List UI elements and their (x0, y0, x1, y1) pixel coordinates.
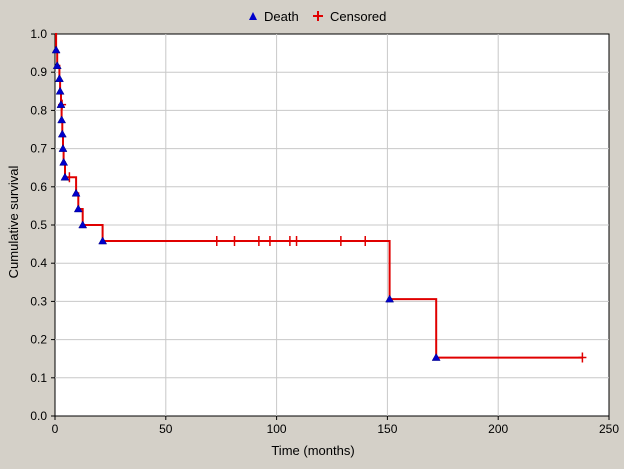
death-marker (55, 74, 64, 82)
death-marker (51, 45, 61, 54)
y-tick-label: 0.4 (30, 256, 47, 270)
x-tick-label: 50 (159, 422, 173, 436)
death-marker (78, 220, 88, 229)
death-marker (60, 172, 70, 181)
legend-death-label: Death (264, 9, 299, 24)
x-tick-label: 150 (377, 422, 397, 436)
series-layer (51, 33, 587, 363)
death-marker (71, 188, 81, 197)
censored-marker (265, 236, 274, 247)
x-tick-label: 200 (488, 422, 508, 436)
x-tick-label: 100 (267, 422, 287, 436)
y-tick-label: 0.6 (30, 180, 47, 194)
death-marker (57, 115, 67, 124)
y-tick-label: 1.0 (30, 27, 47, 41)
death-marker (57, 129, 67, 138)
censored-marker (292, 236, 301, 247)
y-axis-label: Cumulative survival (6, 166, 21, 279)
censored-marker (361, 236, 370, 247)
axes: 0.0 0.1 0.2 0.3 0.4 0.5 0.6 0.7 0.8 0.9 1.0 0 50 100 1… (30, 27, 619, 436)
y-tick-label: 0.0 (30, 409, 47, 423)
y-tick-label: 0.5 (30, 218, 47, 232)
legend-death-marker (249, 12, 257, 20)
x-axis-label: Time (months) (271, 443, 354, 458)
death-marker (56, 100, 66, 108)
grid-lines (55, 34, 609, 416)
y-tick-label: 0.9 (30, 65, 47, 79)
legend: Death Censored (249, 9, 386, 24)
death-marker (385, 294, 395, 303)
censored-marker (336, 236, 345, 247)
death-marker (73, 204, 83, 213)
death-marker (55, 86, 65, 95)
death-marker (58, 144, 68, 152)
y-tick-label: 0.7 (30, 142, 47, 156)
legend-censored-label: Censored (330, 9, 386, 24)
y-tick-label: 0.2 (30, 333, 47, 347)
death-marker (59, 157, 69, 166)
censored-marker (254, 236, 263, 247)
legend-censored-marker (313, 11, 323, 21)
death-marker (98, 236, 108, 245)
censored-marker (230, 236, 239, 247)
x-tick-label: 250 (599, 422, 619, 436)
x-tick-label: 0 (52, 422, 59, 436)
death-marker (52, 61, 62, 69)
y-tick-label: 0.1 (30, 371, 47, 385)
y-tick-label: 0.3 (30, 294, 47, 308)
y-tick-label: 0.8 (30, 103, 47, 117)
censored-marker (212, 236, 221, 247)
death-marker (431, 353, 441, 361)
censored-marker (578, 352, 587, 363)
